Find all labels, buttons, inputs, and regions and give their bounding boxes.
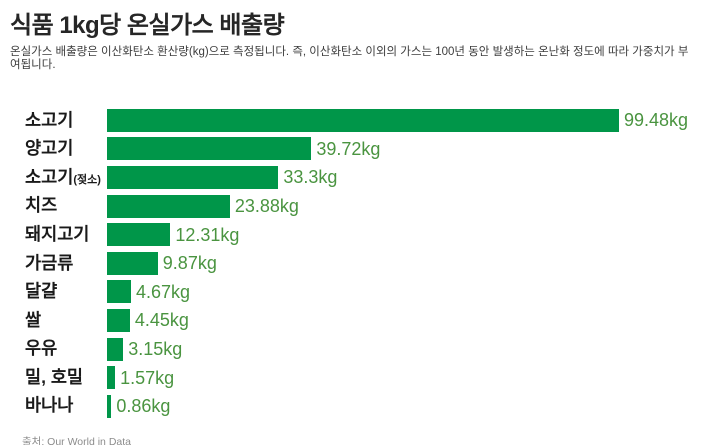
value-label: 39.72kg [316,138,381,159]
bar-row: 치즈 23.88kg [0,192,708,221]
source-link[interactable]: World in Data [67,435,148,445]
category-label: 가금류 [25,252,74,273]
bar-row: 돼지고기 12.31kg [0,220,708,249]
bar [107,366,116,390]
category-label: 돼지고기 [25,223,90,244]
bar-row: 달걀 4.67kg [0,278,708,307]
bar-row: 소고기 99.48kg [0,106,708,135]
value-label: 99.48kg [624,110,689,131]
bar-row: 가금류 9.87kg [0,249,708,278]
bar-row: 바나나 0.86kg [0,392,708,421]
category-label: 우유 [25,338,58,359]
source-prefix: 출처: Our [22,435,68,445]
category-label: 달걀 [25,281,58,302]
value-label: 9.87kg [162,253,217,274]
value-label: 1.57kg [120,367,175,388]
category-label: 소고기 [25,109,74,130]
bar [107,108,619,132]
category-label: 쌀 [25,309,42,330]
bar [107,337,124,361]
category-label: 양고기 [25,138,74,159]
category-label: 밀, 호밀 [25,366,84,387]
category-label-sub: (젖소) [73,173,101,186]
bar [107,137,312,161]
source-note: 출처: Our World in Data [22,434,708,445]
bar-row: 쌀 4.45kg [0,306,708,335]
bar-row: 양고기 39.72kg [0,135,708,164]
category-label: 치즈 [25,195,58,216]
bar [107,251,158,275]
bar [107,280,131,304]
value-label: 33.3kg [283,167,338,188]
bar-chart: 소고기 99.48kg 양고기 39.72kg 소고기(젖소) 33.3kg 치즈 23.88… [0,106,708,421]
value-label: 4.45kg [134,310,189,331]
bar [107,165,279,189]
bar [107,194,230,218]
bar-row: 밀, 호밀 1.57kg [0,363,708,392]
bar [107,223,171,247]
value-label: 23.88kg [234,196,299,217]
value-label: 0.86kg [116,396,171,417]
value-label: 12.31kg [175,224,240,245]
bar [107,394,112,418]
bar-row: 소고기(젖소) 33.3kg [0,163,708,192]
category-label: 바나나 [25,395,74,416]
bar [107,308,130,332]
chart-subtitle: 온실가스 배출량은 이산화탄소 환산량(kg)으로 측정됩니다. 즉, 이산화탄… [10,46,689,71]
bar-row: 우유 3.15kg [0,335,708,364]
category-label: 소고기(젖소) [25,166,101,187]
value-label: 3.15kg [128,339,183,360]
chart-title: 식품 1kg당 온실가스 배출량 [10,12,285,39]
chart-header: 식품 1kg당 온실가스 배출량 온실가스 배출량은 이산화탄소 환산량(kg)… [0,0,708,72]
value-label: 4.67kg [136,281,191,302]
